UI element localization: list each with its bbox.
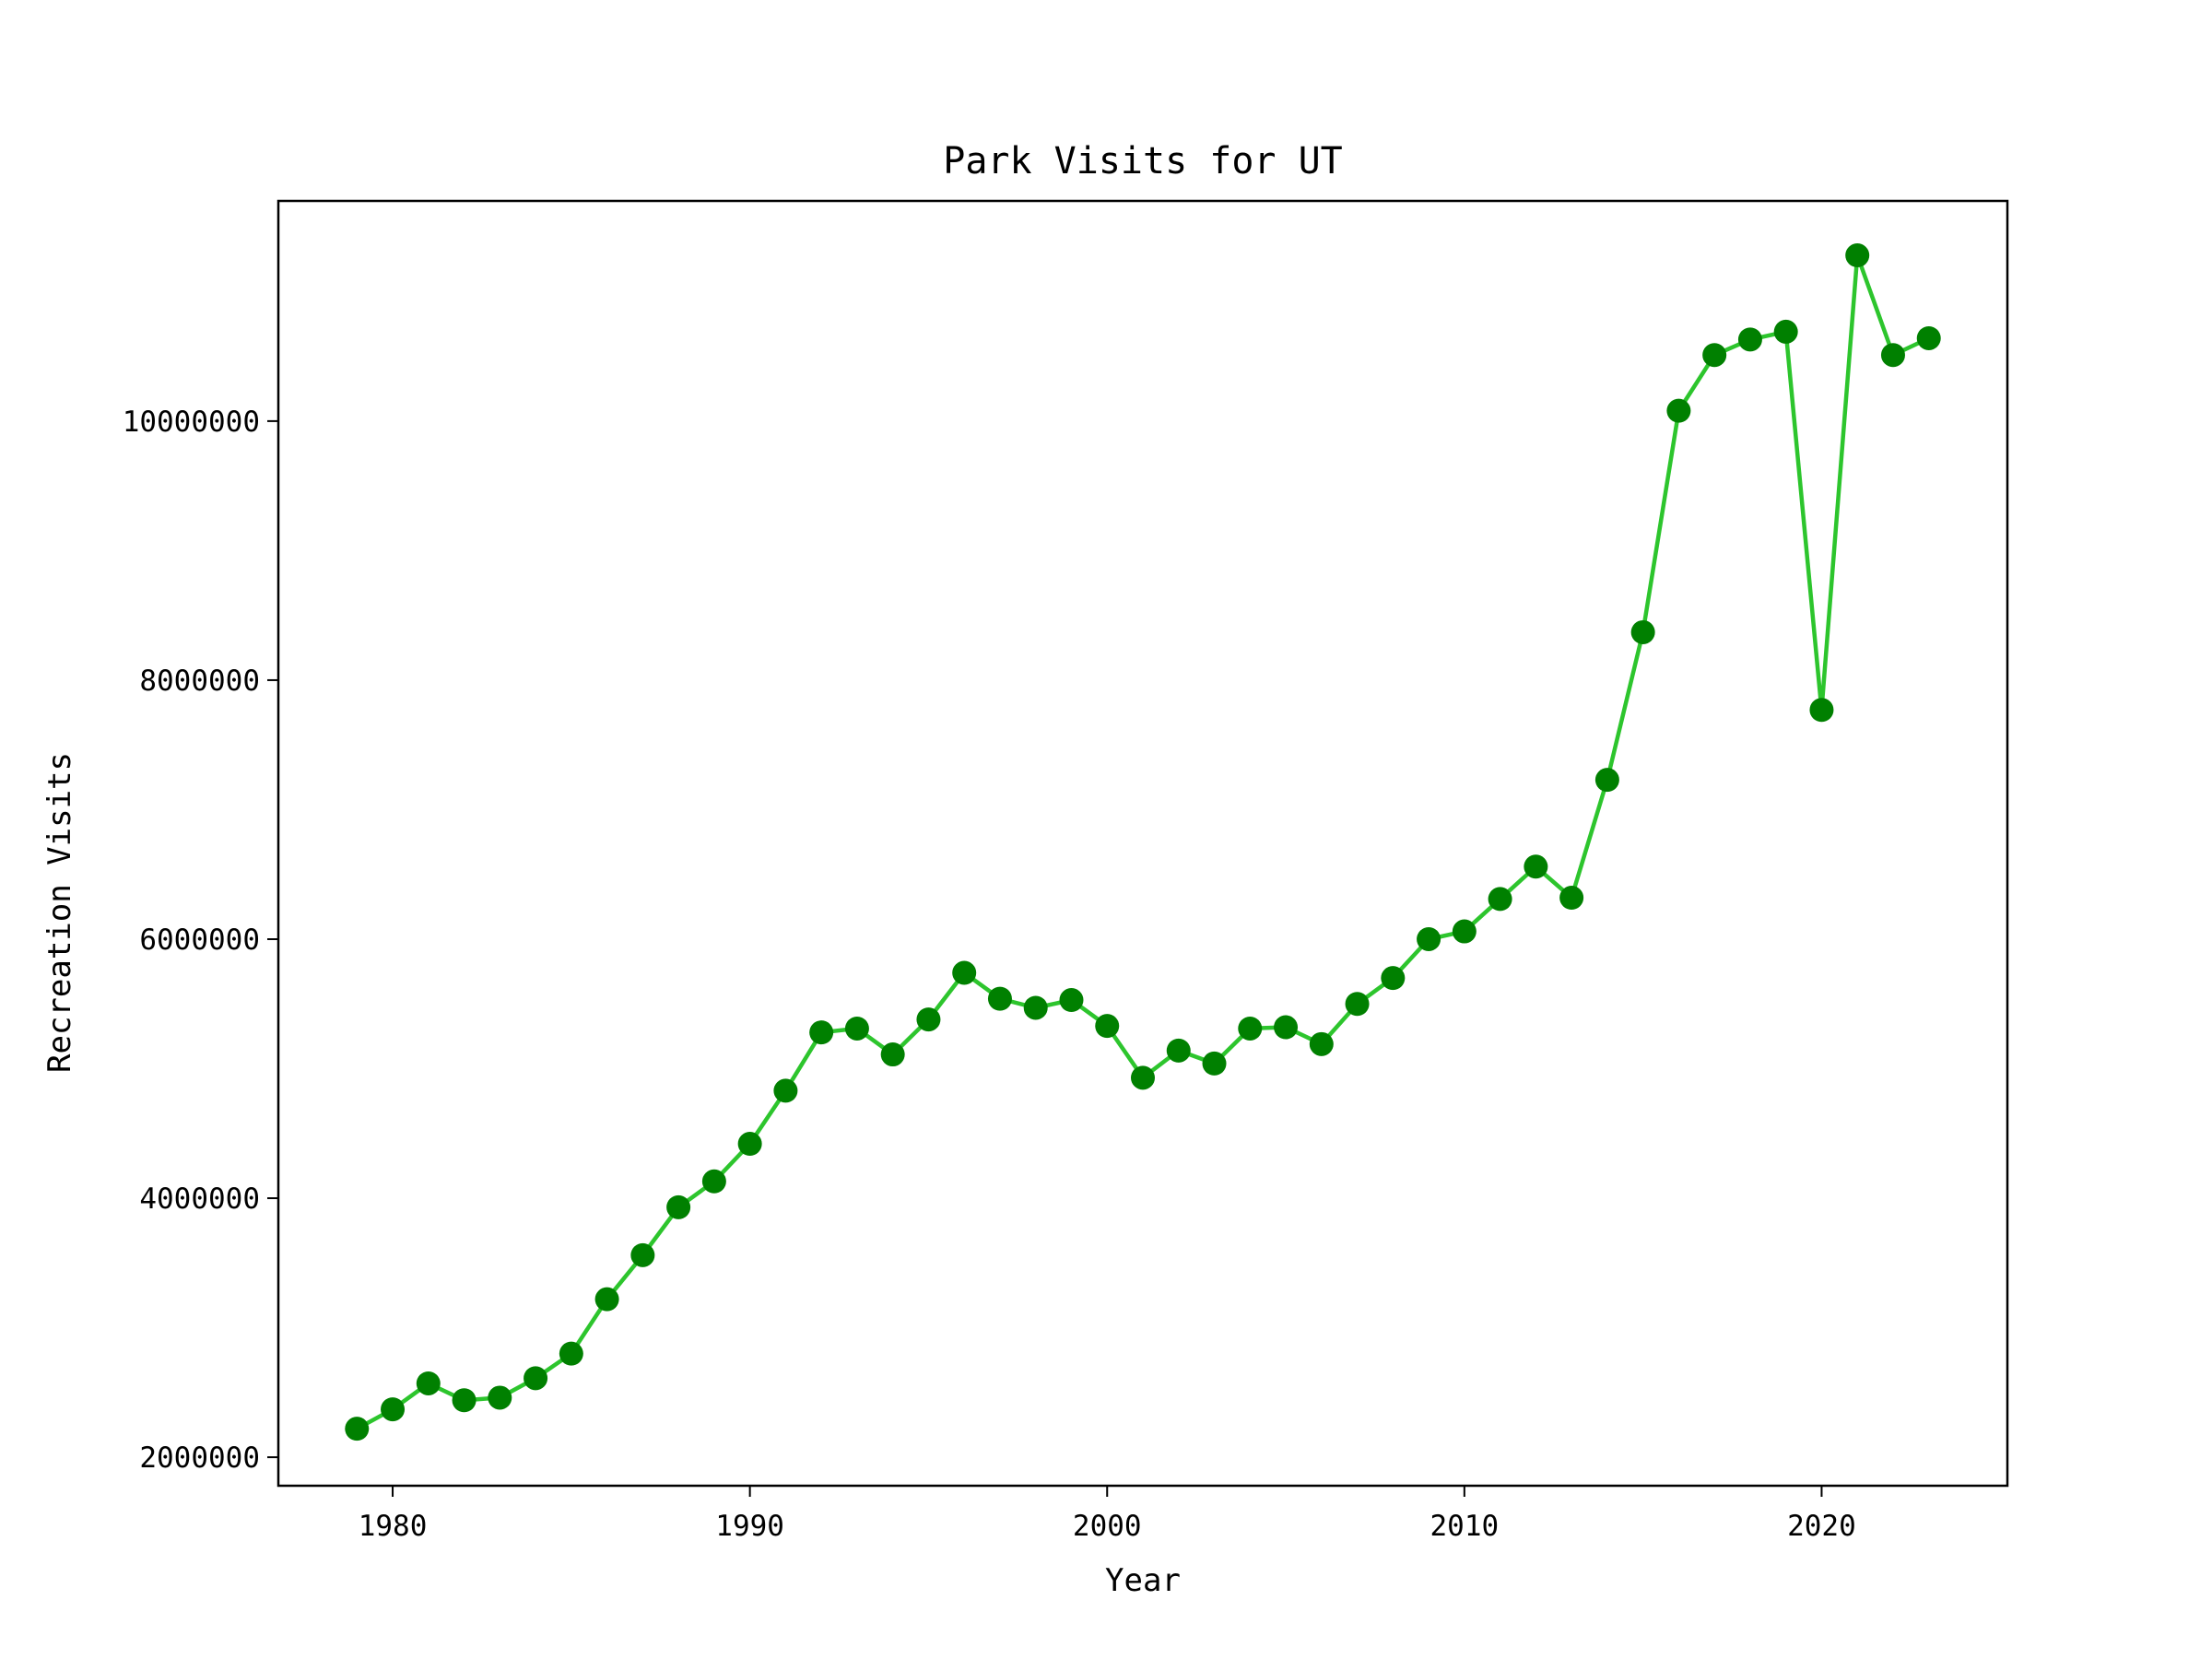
plot-area: 1980 1990 2000 2010 2020 2000000 4000000 600000… (123, 199, 2009, 1543)
data-point (952, 960, 977, 985)
data-point (916, 1007, 941, 1032)
x-tick-label: 2020 (1787, 1510, 1856, 1543)
data-point (1559, 886, 1584, 911)
data-point (1488, 887, 1512, 912)
data-point (666, 1194, 691, 1219)
data-point (773, 1078, 798, 1103)
data-point (1666, 398, 1691, 423)
y-tick-label: 10000000 (123, 406, 260, 439)
data-point (1309, 1031, 1334, 1056)
data-point (1773, 319, 1798, 344)
data-point (1630, 619, 1655, 644)
plot-frame (276, 199, 2009, 1488)
data-point (1202, 1051, 1227, 1076)
data-point (809, 1020, 834, 1045)
data-point (1916, 325, 1941, 350)
data-point (1452, 919, 1477, 944)
data-point (1059, 988, 1084, 1013)
data-point (1238, 1016, 1263, 1041)
data-point (987, 986, 1012, 1011)
y-tick-label: 8000000 (139, 665, 260, 698)
data-point (559, 1341, 583, 1366)
data-point (452, 1388, 477, 1413)
data-point (488, 1385, 512, 1410)
data-point (1095, 1014, 1120, 1039)
y-axis-label: Recreation Visits (41, 752, 78, 1073)
data-point (880, 1042, 905, 1067)
data-point (1023, 995, 1048, 1020)
data-point (1809, 698, 1834, 723)
data-point (1880, 343, 1905, 368)
data-point (524, 1366, 548, 1391)
data-point (1166, 1038, 1191, 1063)
data-point (416, 1371, 441, 1395)
data-point (1345, 992, 1370, 1017)
data-point (1702, 343, 1727, 368)
y-tick-label: 2000000 (139, 1441, 260, 1475)
data-point (594, 1287, 619, 1312)
data-point (630, 1242, 655, 1267)
data-point (1737, 327, 1762, 352)
x-tick-label: 2000 (1073, 1510, 1142, 1543)
y-tick-label: 6000000 (139, 924, 260, 957)
x-tick-label: 1980 (359, 1510, 428, 1543)
data-point (1274, 1015, 1299, 1040)
data-point (1594, 768, 1619, 793)
data-point (1417, 926, 1441, 951)
data-point (737, 1132, 762, 1157)
y-tick-label: 4000000 (139, 1182, 260, 1216)
x-tick-label: 1990 (715, 1510, 784, 1543)
data-point (844, 1016, 869, 1041)
data-point (381, 1397, 406, 1422)
data-point (1845, 243, 1870, 268)
chart-title: Park Visits for UT (943, 140, 1342, 182)
data-point (1381, 966, 1406, 991)
data-point (1131, 1065, 1155, 1090)
series-line (356, 253, 1930, 1431)
data-point (345, 1417, 370, 1441)
data-point (701, 1169, 726, 1194)
x-tick-label: 2010 (1430, 1510, 1500, 1543)
x-axis-label: Year (1105, 1562, 1181, 1599)
data-point (1524, 854, 1548, 879)
